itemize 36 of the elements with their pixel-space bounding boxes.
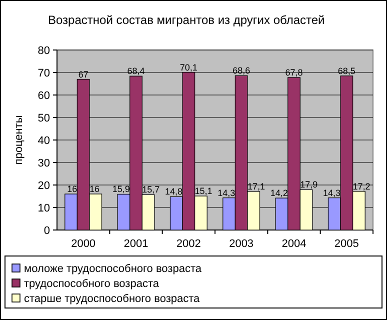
x-tick-label: 2001 <box>124 238 148 250</box>
data-label: 15,1 <box>194 186 212 196</box>
x-tick-label: 2002 <box>176 238 201 250</box>
y-tick-label: 20 <box>38 180 50 192</box>
data-label: 16 <box>67 184 78 194</box>
y-tick-label: 60 <box>38 90 50 102</box>
data-label: 70,1 <box>180 62 198 72</box>
legend-label: моложе трудоспособного возраста <box>24 262 202 275</box>
y-tick-label: 50 <box>38 112 50 124</box>
y-tick-label: 0 <box>44 224 50 237</box>
data-label: 15,9 <box>112 184 130 194</box>
y-axis-title: проценты <box>13 115 25 165</box>
data-label: 17,9 <box>300 180 318 190</box>
chart-title: Возрастной состав мигрантов из других областей <box>48 13 325 27</box>
data-label: 68,6 <box>232 66 250 76</box>
data-label: 67,8 <box>285 67 303 78</box>
data-label: 68,4 <box>127 66 145 76</box>
y-tick-label: 40 <box>38 134 50 147</box>
y-tick-label: 70 <box>38 67 50 80</box>
data-label: 15,7 <box>142 184 160 195</box>
x-tick-label: 2004 <box>282 238 306 250</box>
legend-label: трудоспособного возраста <box>24 278 160 290</box>
data-label: 67 <box>78 69 88 80</box>
legend-label: старше трудоспособного возраста <box>24 292 201 305</box>
data-label: 17,1 <box>247 182 266 192</box>
data-label: 14,2 <box>270 188 288 198</box>
data-label: 68,5 <box>338 66 356 76</box>
data-label: 16 <box>89 184 100 194</box>
y-tick-label: 30 <box>38 157 50 170</box>
data-label: 14,3 <box>218 188 236 198</box>
data-label: 17,2 <box>352 181 370 192</box>
x-tick-label: 2005 <box>334 238 359 250</box>
y-tick-label: 10 <box>38 202 50 214</box>
y-tick-label: 80 <box>38 44 50 57</box>
x-tick-label: 2000 <box>71 238 96 250</box>
x-tick-label: 2003 <box>229 238 254 250</box>
